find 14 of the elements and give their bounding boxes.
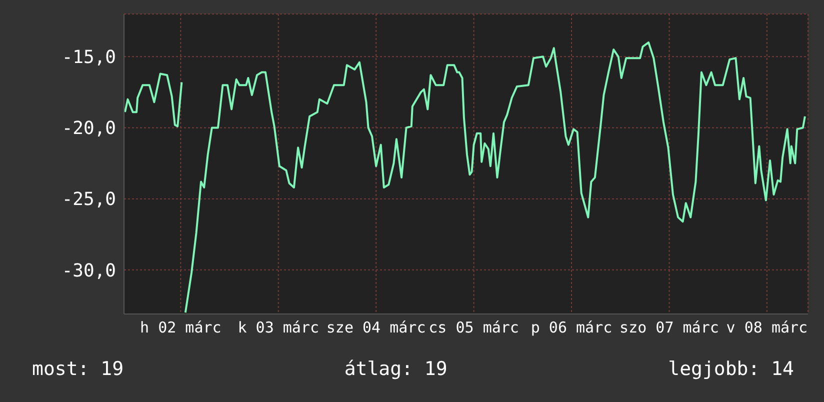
x-tick-label: sze 04 márc [326,318,426,337]
x-tick-label: k 03 márc [238,318,320,337]
text: most: 19 [32,358,124,380]
x-tick-label: szo 07 márc [620,318,719,337]
x-tick-label: cs 05 márc [428,318,519,337]
y-tick-label: -25,0 [62,189,116,210]
x-tick-label: v 08 márc [726,318,808,337]
y-tick-label: -20,0 [62,118,116,140]
x-tick-label: p 06 márc [530,318,612,337]
y-tick-label: -15,0 [62,47,116,68]
x-tick-label: h 02 márc [140,318,222,337]
text: legjobb: 14 [668,358,794,380]
y-tick-label: -30,0 [62,260,116,282]
text: átlag: 19 [344,358,448,380]
